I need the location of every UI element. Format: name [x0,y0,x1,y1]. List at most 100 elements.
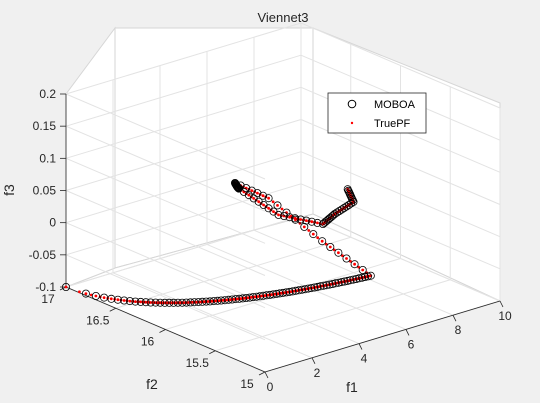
moboa-point [202,297,211,306]
moboa-point [186,298,195,307]
legend-marker-truepf [350,121,354,125]
moboa-point [366,271,375,280]
truepf-point [316,236,320,240]
moboa-point [107,294,116,303]
gridline-wall-z2 [300,151,501,238]
x-tick [264,371,269,379]
moboa-point [326,242,335,251]
y-tick [258,371,266,376]
moboa-point [272,289,281,298]
truepf-point [174,301,178,305]
gridline-wall-z [65,215,302,288]
truepf-point [328,245,332,249]
truepf-point [267,206,270,210]
moboa-point [81,289,90,298]
truepf-point [288,215,291,219]
moboa-point [343,185,352,194]
moboa-point [274,210,283,219]
moboa-point [160,298,169,307]
moboa-point [331,279,340,288]
truepf-point [257,200,261,204]
truepf-point [320,239,324,243]
z-tick-label: -0.1 [35,280,56,294]
moboa-point [131,297,140,306]
moboa-point [62,282,71,291]
moboa-point [173,298,182,307]
moboa-point [360,272,369,281]
truepf-point [345,257,348,260]
truepf-point [307,229,311,232]
moboa-point [358,273,367,282]
z-tick-label: 0.05 [33,184,57,198]
moboa-point [169,298,178,307]
legend-marker-moboa [347,99,357,109]
truepf-point [109,297,113,301]
truepf-point [276,204,279,207]
truepf-point [337,251,340,255]
moboa-point [288,287,297,296]
moboa-point [307,284,316,293]
z-tick-label: -0.05 [29,248,57,262]
truepf-point [250,189,254,193]
axis-lines [59,93,504,379]
y-tick-label: 15.5 [186,356,210,370]
x-tick [311,357,316,364]
x-tick-label: 8 [455,323,462,337]
truepf-point [122,299,126,302]
truepf-point [247,193,251,197]
moboa-point [291,214,300,223]
moboa-point [358,265,367,274]
gridline-left-z [65,125,266,212]
moboa-point [319,281,328,290]
moboa-point [265,290,274,299]
moboa-point [330,209,339,218]
moboa-point [255,292,264,301]
moboa-point [259,291,268,300]
y-tick-label: 15 [240,377,254,391]
moboa-point [325,280,334,289]
truepf-point [102,296,106,299]
moboa-point [337,278,346,287]
z-tick-label: 0.2 [39,87,56,101]
moboa-point [182,298,191,307]
moboa-point [327,212,336,221]
gridline-wall-z2 [300,22,501,109]
gridline-left-z [65,190,266,276]
data-points [62,178,375,307]
y-axis-label: f2 [146,376,158,392]
truepf-point [161,301,164,305]
y-tick [159,329,166,333]
moboa-point [136,297,145,306]
moboa-point [291,286,300,295]
truepf-point [178,301,182,305]
moboa-point [349,275,358,284]
truepf-point [304,219,308,223]
truepf-point [302,225,306,229]
moboa-point [350,260,359,269]
x-tick-label: 2 [314,366,321,380]
gridline-floor-y [115,236,351,309]
moboa-point [363,272,372,281]
moboa-point [346,276,355,285]
y-tick-label: 16 [141,335,155,349]
moboa-point [340,203,349,212]
moboa-point [296,215,305,224]
moboa-point [310,283,319,292]
moboa-point [275,289,284,298]
moboa-point [334,278,343,287]
truepf-point [256,191,259,195]
moboa-point [316,282,325,291]
z-axis-label: f3 [1,184,17,196]
moboa-point [332,208,341,217]
truepf-point [285,211,288,215]
truepf-point [316,221,319,225]
x-tick-label: 4 [361,352,368,366]
moboa-point [297,285,306,294]
truepf-point [165,301,169,305]
moboa-point [355,274,364,283]
moboa-point [279,211,288,220]
moboa-point [262,291,271,300]
moboa-point [328,279,337,288]
x-axis-label: f1 [346,379,358,395]
